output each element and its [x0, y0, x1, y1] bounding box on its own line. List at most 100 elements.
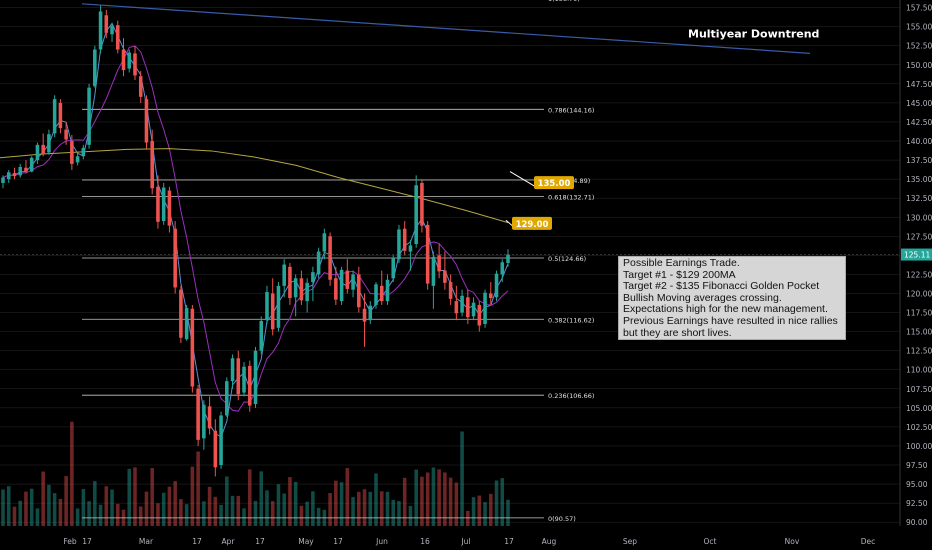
x-tick-label: Oct [704, 537, 717, 546]
candle-body [190, 308, 195, 387]
volume-bar [144, 491, 149, 526]
volume-bar [207, 486, 212, 526]
volume-bar [471, 497, 476, 526]
volume-bar [414, 469, 418, 526]
candle-body [213, 430, 218, 468]
volume-bar [437, 469, 441, 526]
candle-body [150, 141, 154, 189]
volume-bar [52, 493, 57, 526]
x-tick-label: Feb [63, 537, 77, 546]
candle-body [322, 233, 327, 252]
volume-bar [253, 501, 258, 526]
x-tick-label: 16 [420, 537, 430, 546]
volume-bar [311, 491, 315, 526]
candle-body [483, 292, 487, 324]
volume-bar [213, 496, 218, 526]
volume-bar [466, 510, 470, 526]
x-tick-label: 17 [504, 537, 514, 546]
volume-bar [127, 468, 132, 526]
volume-bar [425, 472, 430, 526]
volume-bar [379, 491, 384, 526]
fib-level-label: 0.618(132.71) [548, 194, 594, 202]
y-tick-label: 135.00 [906, 175, 932, 184]
y-tick-label: 140.00 [906, 137, 932, 146]
candle-body [167, 190, 172, 226]
volume-bar [138, 506, 143, 526]
candle-body [270, 293, 275, 330]
candle-body [207, 406, 212, 429]
x-tick-label: Mar [139, 537, 154, 546]
y-tick-label: 120.00 [906, 289, 932, 298]
y-tick-label: 137.50 [906, 156, 932, 165]
candle-body [104, 15, 109, 33]
candle-body [110, 25, 114, 35]
volume-bar [288, 477, 292, 526]
volume-bar [184, 504, 189, 526]
x-tick-label: 17 [82, 537, 92, 546]
fib-level-label: 0.382(116.62) [548, 316, 594, 324]
candle-body [202, 404, 206, 439]
volume-bar [98, 504, 103, 526]
volume-bar [339, 482, 344, 526]
volume-bar [6, 486, 11, 526]
candle-body [506, 254, 510, 263]
candle-body [64, 129, 68, 140]
candle-body [81, 147, 86, 157]
volume-bar [420, 476, 424, 526]
y-tick-label: 107.50 [906, 385, 932, 394]
y-tick-label: 127.50 [906, 232, 932, 241]
candle-body [374, 284, 378, 305]
y-tick-label: 145.00 [906, 99, 932, 108]
volume-bar [357, 491, 361, 526]
volume-bar [24, 491, 28, 526]
last-price-label: 125.11 [904, 251, 930, 260]
y-tick-label: 157.50 [906, 4, 932, 13]
candle-body [448, 282, 453, 299]
candle-body [253, 350, 258, 405]
candle-body [414, 185, 418, 244]
volume-bar [173, 481, 177, 526]
candle-body [52, 99, 57, 134]
target-pointer [509, 171, 539, 189]
y-tick-label: 117.50 [906, 309, 932, 318]
volume-bar [408, 505, 413, 526]
candle-body [471, 302, 476, 317]
volume-bar [270, 501, 275, 526]
y-tick-label: 97.50 [906, 461, 928, 470]
candle-body [173, 228, 177, 288]
y-tick-label: 92.50 [906, 499, 928, 508]
volume-bar [104, 486, 109, 526]
candle-body [351, 274, 355, 290]
volume-bar [305, 501, 309, 526]
candle-body [339, 269, 344, 302]
volume-bar [276, 484, 281, 526]
y-tick-label: 115.00 [906, 328, 932, 337]
candle-body [24, 167, 28, 172]
candle-body [316, 251, 321, 275]
volume-bar [500, 478, 505, 526]
volume-bar [35, 508, 40, 526]
y-tick-label: 122.50 [906, 270, 932, 279]
candle-body [219, 415, 223, 466]
volume-bar [368, 491, 373, 526]
candle-body [35, 144, 40, 161]
x-tick-label: Aug [542, 537, 557, 546]
note-line: Target #2 - $135 Fibonacci Golden Pocket [623, 280, 820, 293]
candle-body [391, 257, 396, 279]
candle-body [184, 307, 189, 340]
candle-body [293, 278, 298, 298]
candle-body [242, 366, 246, 393]
candle-body [276, 285, 281, 328]
y-tick-label: 142.50 [906, 118, 932, 127]
volume-bar [293, 481, 298, 526]
volume-bar [489, 493, 493, 526]
candle-body [500, 262, 505, 275]
volume-bar [242, 508, 246, 526]
candle-body [443, 270, 447, 283]
candle-body [47, 134, 51, 153]
volume-bar [1, 489, 5, 526]
fib-level-label: 0.786(144.16) [548, 106, 594, 114]
volume-bar [47, 484, 51, 526]
candle-body [494, 273, 499, 298]
